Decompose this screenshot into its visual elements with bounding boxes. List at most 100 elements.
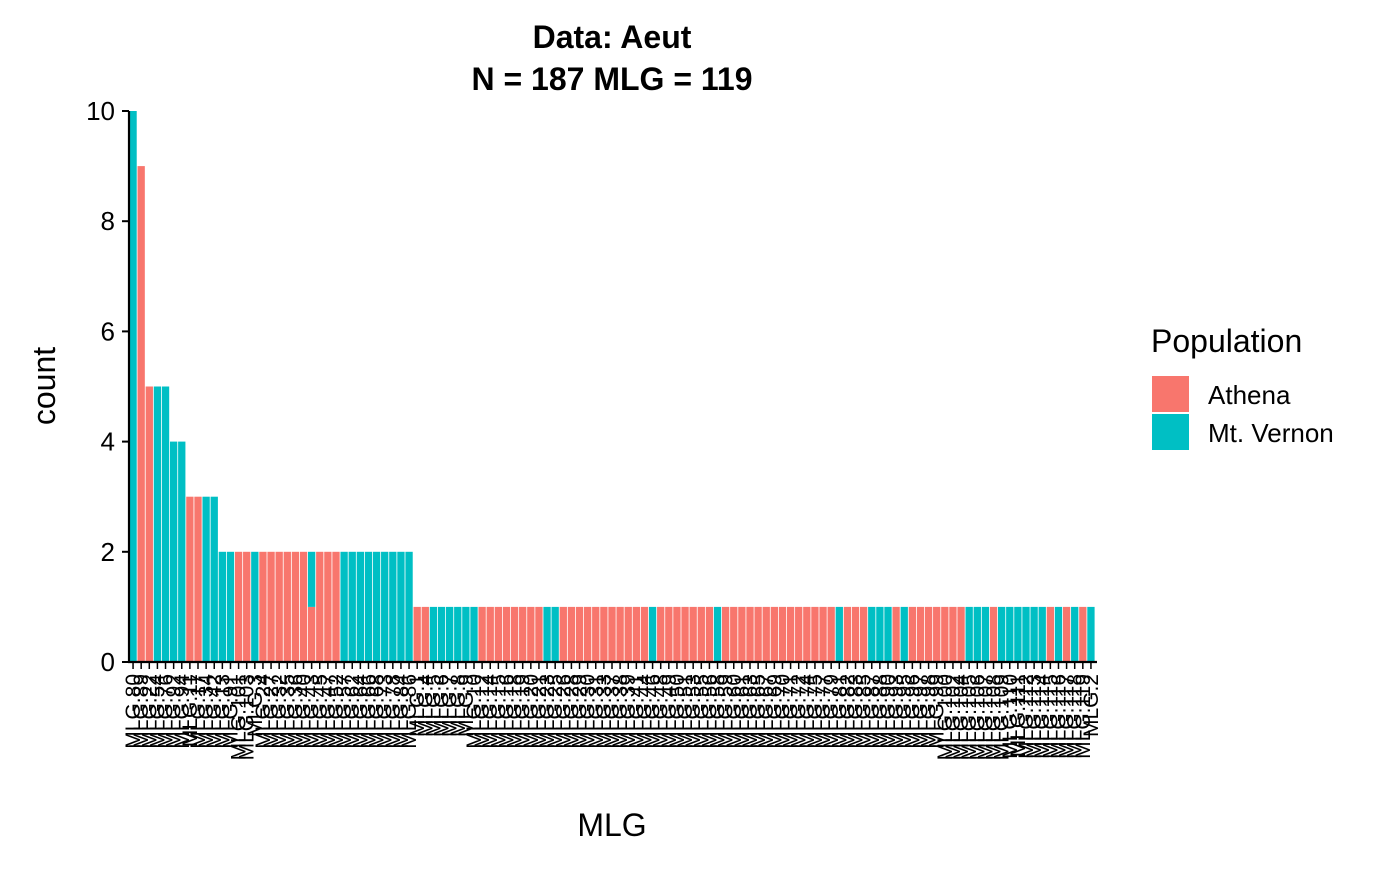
x-tick-label: MLG.76	[155, 674, 178, 749]
bar-mlg-33-athena	[600, 606, 608, 662]
x-tick-label: MLG.55	[690, 674, 713, 749]
bar-mlg-28-athena	[567, 606, 576, 662]
x-tick-label: MLG.117	[1056, 674, 1079, 759]
bar-mlg-42-mt-vernon	[210, 496, 218, 662]
bar-mlg-57-mt-vernon	[340, 551, 348, 662]
x-tick-label: MLG.85	[853, 674, 876, 749]
x-tick-label: MLG.9	[455, 674, 478, 737]
x-tick-label: MLG.115	[1039, 674, 1062, 759]
chart-title: Data: Aeut	[533, 19, 692, 55]
bar-mlg-99-athena	[933, 606, 941, 662]
x-tick-label: MLG.84	[390, 674, 413, 749]
bar-mlg-100-athena	[941, 606, 949, 662]
x-tick-label: MLG.45	[309, 674, 332, 749]
x-tick-label: MLG.35	[276, 674, 299, 749]
x-tick-label: MLG.65	[747, 674, 770, 749]
bar-mlg-111-mt-vernon	[1014, 606, 1022, 662]
legend-label-athena: Athena	[1208, 380, 1291, 410]
bar-mlg-115-athena	[1046, 606, 1055, 662]
bar-mlg-39-athena	[624, 606, 632, 662]
bar-mlg-49-athena	[665, 606, 673, 662]
bar-mlg-56-athena	[705, 606, 714, 662]
bar-mlg-41-athena	[632, 606, 641, 662]
x-tick-label: MLG.46	[642, 674, 665, 749]
bar-mlg-107-mt-vernon	[981, 606, 990, 662]
x-tick-label: MLG.30	[577, 674, 600, 749]
bar-mlg-87-mt-vernon	[868, 606, 876, 662]
bar-mlg-61-athena	[738, 606, 746, 662]
x-tick-label: MLG.21	[528, 674, 551, 749]
bar-mlg-35-athena	[283, 551, 291, 662]
bar-mlg-112-mt-vernon	[1022, 606, 1030, 662]
x-axis-ticks: MLG.80MLG.89MLG.22MLG.54MLG.76MLG.92MLG.…	[122, 662, 1103, 760]
bar-mlg-53-athena	[689, 606, 697, 662]
bar-mlg-37-athena	[608, 606, 616, 662]
bar-mlg-18-athena	[510, 606, 519, 662]
x-tick-label: MLG.26	[552, 674, 575, 749]
x-tick-label: MLG.33	[593, 674, 616, 749]
x-tick-label: MLG.32	[268, 674, 291, 749]
bar-mlg-13-mt-vernon	[218, 551, 227, 662]
x-tick-label: MLG.27	[260, 674, 283, 749]
bar-mlg-80-mt-vernon	[129, 111, 137, 662]
x-tick-label: MLG.5	[422, 674, 445, 737]
x-tick-label: MLG.41	[625, 674, 648, 749]
x-tick-label: MLG.87	[861, 674, 884, 749]
bar-mlg-14-athena	[486, 606, 494, 662]
x-tick-label: MLG.66	[357, 674, 380, 749]
x-tick-label: MLG.92	[163, 674, 186, 749]
bar-mlg-3-mt-vernon	[251, 551, 259, 662]
x-tick-label: MLG.81	[828, 674, 851, 749]
bar-mlg-116-mt-vernon	[1054, 606, 1063, 662]
y-axis-title: count	[26, 347, 62, 425]
bar-mlg-65-athena	[754, 606, 762, 662]
x-tick-label: MLG.104	[950, 674, 973, 761]
bar-mlg-26-athena	[559, 606, 567, 662]
bar-mlg-96-athena	[908, 606, 917, 662]
x-tick-label: MLG.90	[877, 674, 900, 749]
bar-mlg-34-mt-vernon	[202, 496, 210, 662]
x-tick-label: MLG.99	[926, 674, 949, 749]
x-tick-label: MLG.16	[495, 674, 518, 749]
x-tick-label: MLG.20	[520, 674, 543, 749]
bar-mlg-93-athena	[892, 606, 900, 662]
x-tick-label: MLG.77	[812, 674, 835, 749]
x-tick-label: MLG.52	[325, 674, 348, 749]
x-tick-label: MLG.95	[893, 674, 916, 749]
y-tick-label: 8	[101, 206, 115, 236]
x-tick-label: MLG.2	[1080, 674, 1103, 737]
x-tick-label: MLG.78	[382, 674, 405, 749]
bar-mlg-105-mt-vernon	[965, 606, 973, 662]
x-tick-label: MLG.118	[1064, 674, 1087, 759]
x-tick-label: MLG.94	[171, 674, 194, 749]
bar-mlg-106-mt-vernon	[973, 606, 981, 662]
bar-mlg-119-athena	[1079, 606, 1087, 662]
x-tick-label: MLG.54	[146, 674, 169, 749]
x-tick-label: MLG.60	[723, 674, 746, 749]
bar-mlg-82-athena	[843, 606, 852, 662]
x-tick-label: MLG.70	[771, 674, 794, 749]
x-tick-label: MLG.23	[536, 674, 559, 749]
bar-mlg-95-mt-vernon	[900, 606, 908, 662]
x-tick-label: MLG.28	[560, 674, 583, 749]
x-tick-label: MLG.58	[707, 674, 730, 749]
bar-mlg-40-athena	[299, 551, 308, 662]
x-tick-label: MLG.74	[796, 674, 819, 749]
x-tick-label: MLG.11	[179, 674, 202, 747]
x-tick-label: MLG.42	[203, 674, 226, 749]
x-tick-label: MLG.79	[820, 674, 843, 749]
x-tick-label: MLG.43	[301, 674, 324, 749]
x-tick-label: MLG.73	[374, 674, 397, 749]
y-axis-ticks: 0 2 4 6 8 10	[86, 96, 129, 677]
bar-mlg-10-mt-vernon	[470, 606, 478, 662]
x-tick-label: MLG.12	[471, 674, 494, 749]
bar-mlg-50-athena	[673, 606, 681, 662]
x-tick-label: MLG.107	[974, 674, 997, 760]
x-tick-label: MLG.56	[698, 674, 721, 749]
bar-mlg-59-athena	[721, 606, 730, 662]
bar-mlg-15-athena	[494, 606, 503, 662]
x-tick-label: MLG.25	[544, 674, 567, 749]
x-tick-label: MLG.63	[739, 674, 762, 749]
bar-mlg-32-athena	[275, 551, 283, 662]
